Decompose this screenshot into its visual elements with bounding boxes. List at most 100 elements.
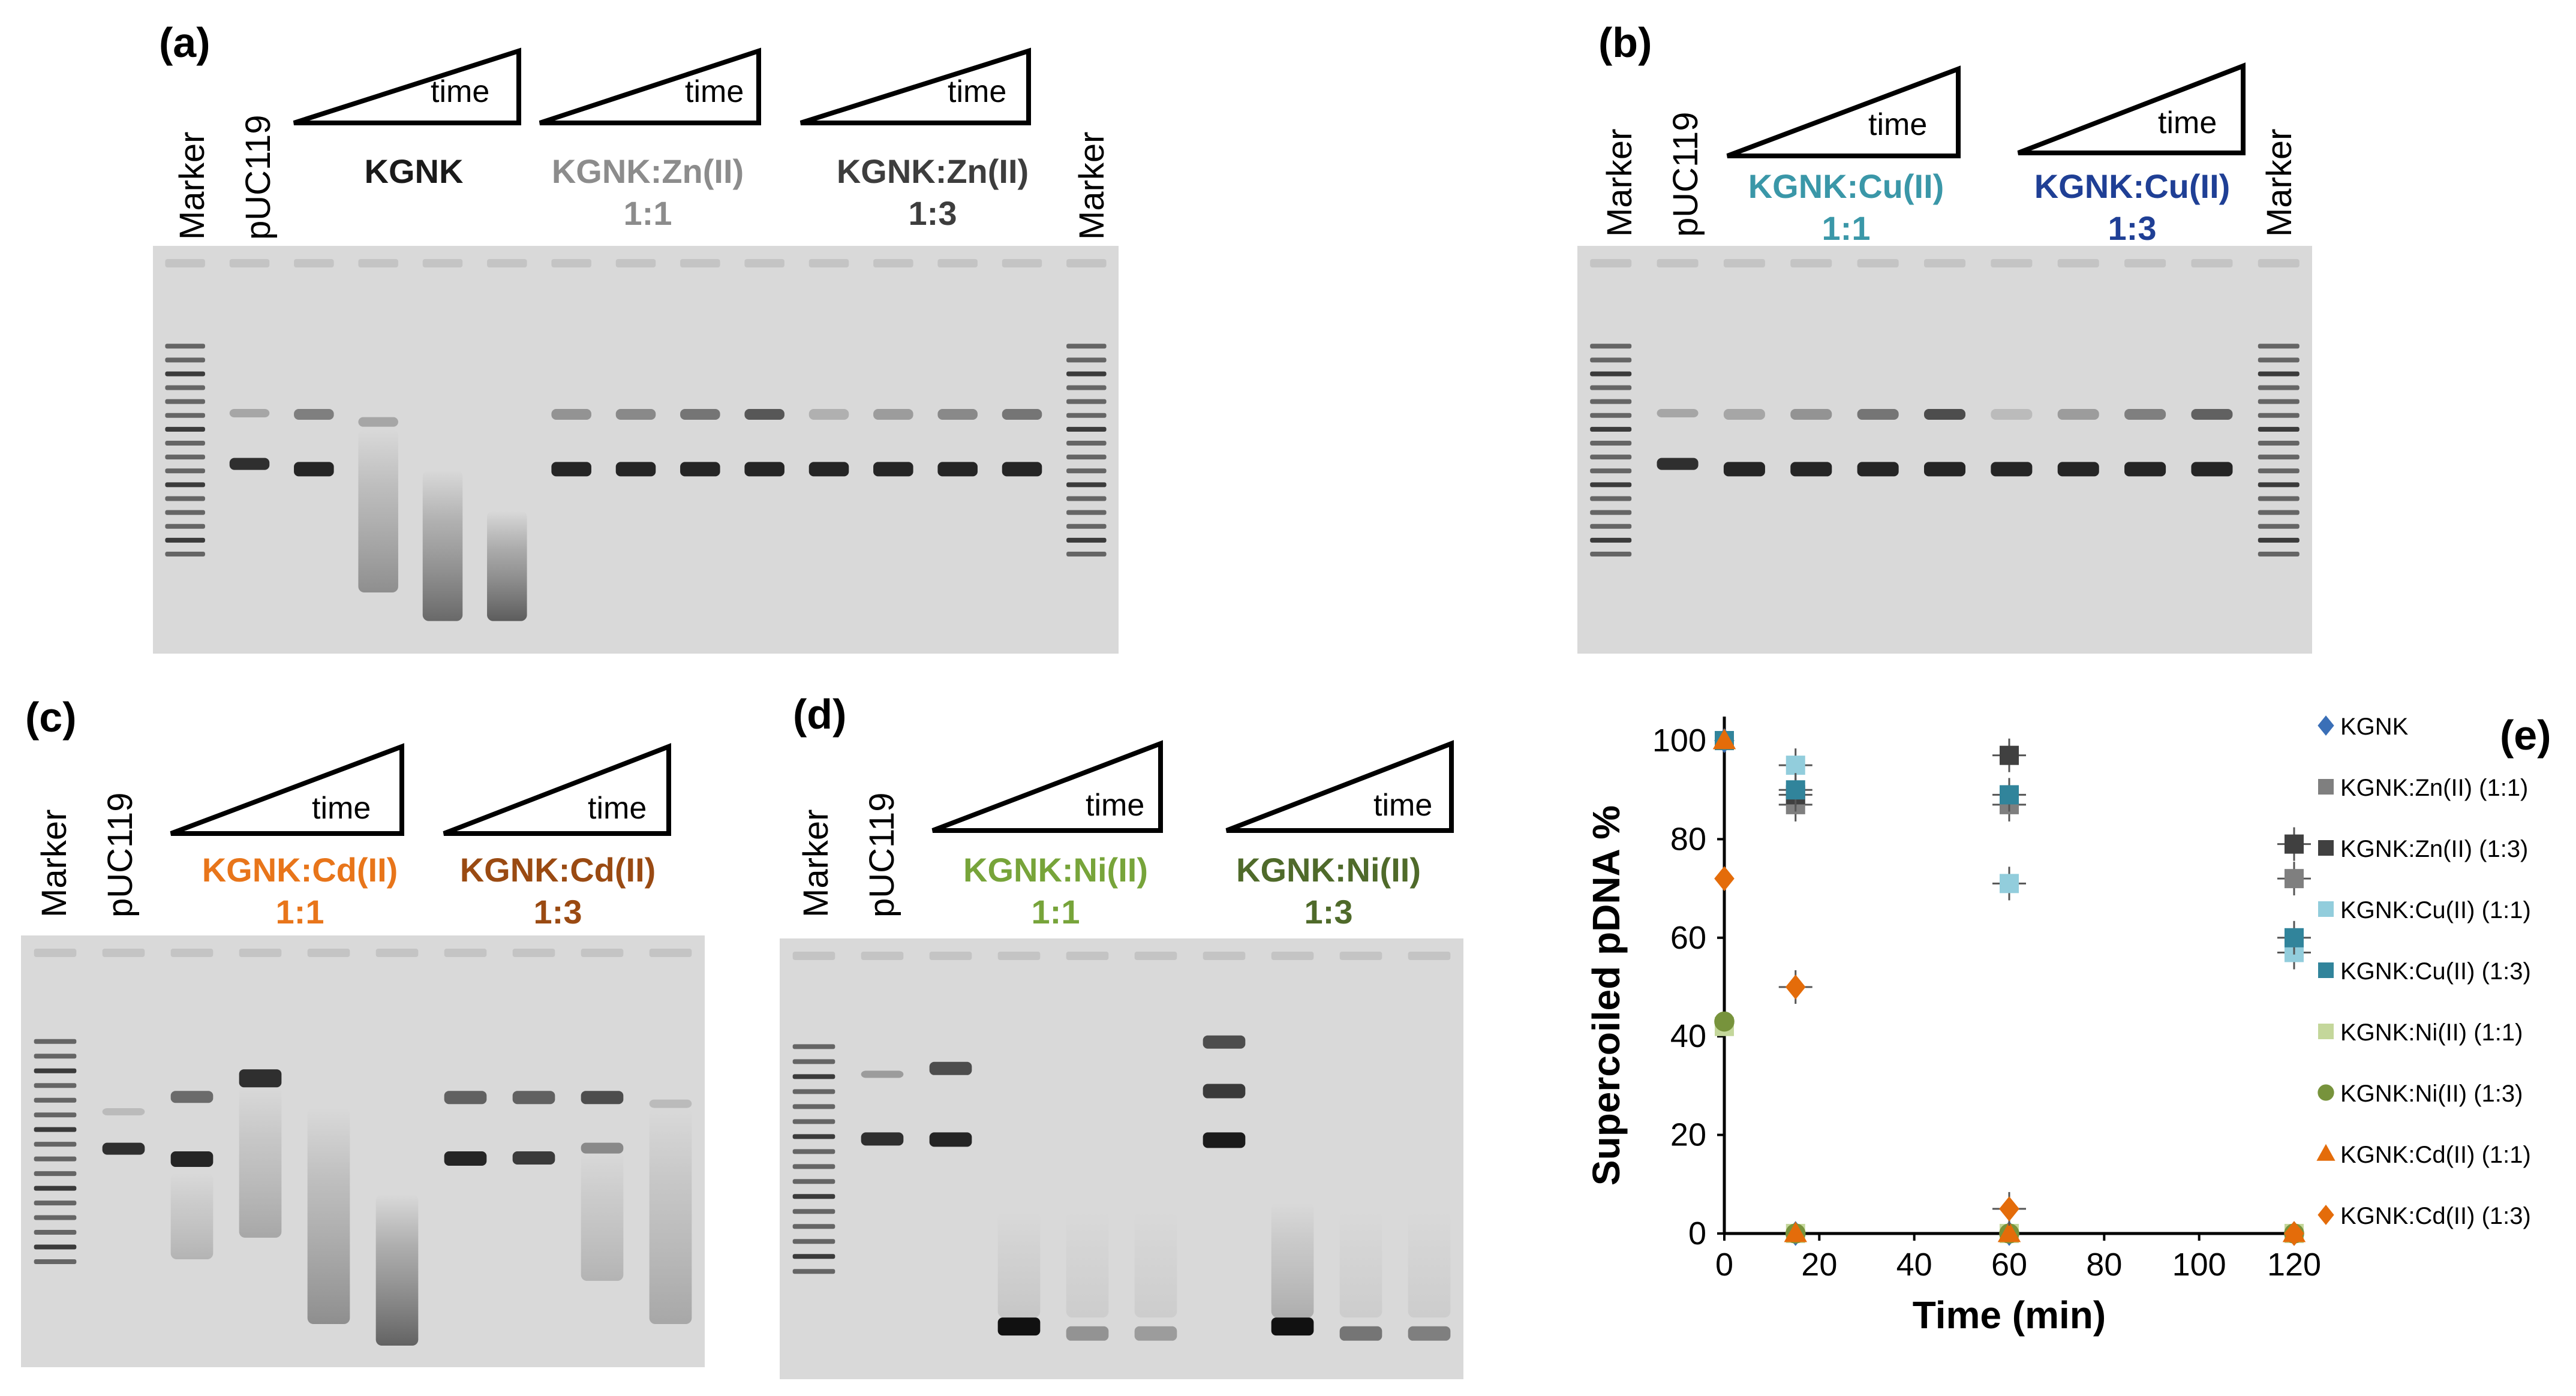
legend-marker [2318,779,2334,795]
marker-band [34,1142,77,1147]
gel-well [1066,259,1107,267]
panel-a-time-label-1: time [431,74,489,109]
panel-c-group-1-name: KGNK:Cd(II) [202,851,398,889]
panel-c-time-label-1: time [312,791,371,826]
x-tick-label: 20 [1801,1247,1837,1283]
marker-band [1590,482,1632,488]
legend-marker [2316,1144,2335,1161]
data-point-kgnk-cu-ii-1-1- [2000,874,2019,893]
marker-band [165,413,205,418]
panel-b-time-label-2: time [2158,106,2217,140]
legend-label: KGNK:Zn(II) (1:3) [2340,836,2528,862]
gel-well [1203,952,1246,960]
panel-a-time-label-3: time [948,74,1006,109]
marker-band [792,1149,835,1154]
gel-well [375,949,419,957]
marker-band [165,552,205,556]
marker-band [34,1259,77,1264]
chart-points [1712,728,2311,1246]
legend-marker [2318,1205,2334,1225]
gel-well [239,949,282,957]
gel-band [1002,462,1042,477]
marker-band [792,1134,835,1139]
gel-well [1657,259,1699,267]
gel-smear [239,1087,282,1238]
gel-well [512,949,555,957]
gel-well [487,259,527,267]
marker-band [2258,524,2300,529]
gel-band [1203,1084,1246,1099]
gel-band [1339,1326,1382,1341]
gel-well [1723,259,1765,267]
marker-band [2258,426,2300,432]
data-point-kgnk-cd-ii-1-1- [1712,729,1736,750]
panel-a-label: (a) [159,19,211,66]
gel-band [512,1151,555,1165]
panel-b-group-1-name: KGNK:Cu(II) [1748,167,1944,205]
panel-a-time-wedge-2 [539,47,761,125]
marker-band [165,537,205,543]
gel-well [1271,952,1314,960]
panel-a-group-3-ratio: 1:3 [909,194,957,232]
marker-band [792,1254,835,1259]
marker-band [34,1054,77,1059]
gel-band [2191,462,2233,477]
panel-e-label: (e) [2500,712,2551,759]
gel-well [2057,259,2099,267]
legend-label: KGNK [2340,714,2409,740]
marker-band [1590,371,1632,377]
marker-band [1066,399,1107,404]
panel-b-marker-left-label: Marker [1600,129,1639,237]
gel-well [1066,952,1109,960]
gel-background [153,246,1119,654]
data-point-kgnk-ni-ii-1-3- [1714,1011,1735,1032]
gel-well [997,952,1041,960]
panel-a-group-3-name: KGNK:Zn(II) [837,152,1029,190]
marker-band [1590,357,1632,363]
marker-band [165,468,205,474]
panel-a-gel-image [153,246,1119,654]
marker-band [34,1039,77,1044]
panel-d-label: (d) [793,691,846,738]
gel-well [937,259,978,267]
marker-band [1066,468,1107,474]
gel-band [649,1099,692,1108]
panel-d-control-label: pUC119 [862,793,901,918]
gel-well [808,259,849,267]
gel-band [744,409,784,420]
panel-e: (e) Time (min) Supercoiled pDNA % 0 20 40 6… [1585,712,2551,1337]
gel-well [861,952,904,960]
x-tick-label: 120 [2267,1247,2321,1283]
panel-b-time-wedge-1 [1726,65,1961,158]
marker-band [165,455,205,460]
marker-band [792,1239,835,1244]
marker-band [2258,468,2300,474]
panel-c-group-1-ratio: 1:1 [276,893,324,931]
gel-band [444,1151,487,1166]
gel-band [1203,1035,1246,1049]
gel-smear [1271,1203,1314,1318]
marker-band [792,1059,835,1064]
gel-well [1590,259,1632,267]
marker-band [165,510,205,515]
panel-c-label: (c) [25,694,77,741]
panel-a-group-2-name: KGNK:Zn(II) [552,152,744,190]
gel-band [229,409,270,417]
marker-band [792,1044,835,1049]
gel-smear [581,1151,624,1281]
legend-label: KGNK:Cd(II) (1:1) [2340,1142,2531,1168]
x-tick-label: 0 [1715,1247,1733,1283]
gel-well [102,949,145,957]
gel-band [1923,462,1966,477]
legend-marker [2318,1024,2334,1039]
panel-d-time-wedge-2 [1225,740,1454,833]
gel-band [1857,462,1899,477]
chart-ticks: 0 20 40 60 80 100 120 0 20 40 60 80 100 [1652,723,2321,1283]
gel-well [307,949,350,957]
gel-well [873,259,913,267]
panel-d-gel-image [780,938,1463,1379]
gel-band [581,1091,624,1105]
gel-band [1991,462,2033,477]
marker-band [792,1074,835,1079]
marker-band [1066,552,1107,556]
